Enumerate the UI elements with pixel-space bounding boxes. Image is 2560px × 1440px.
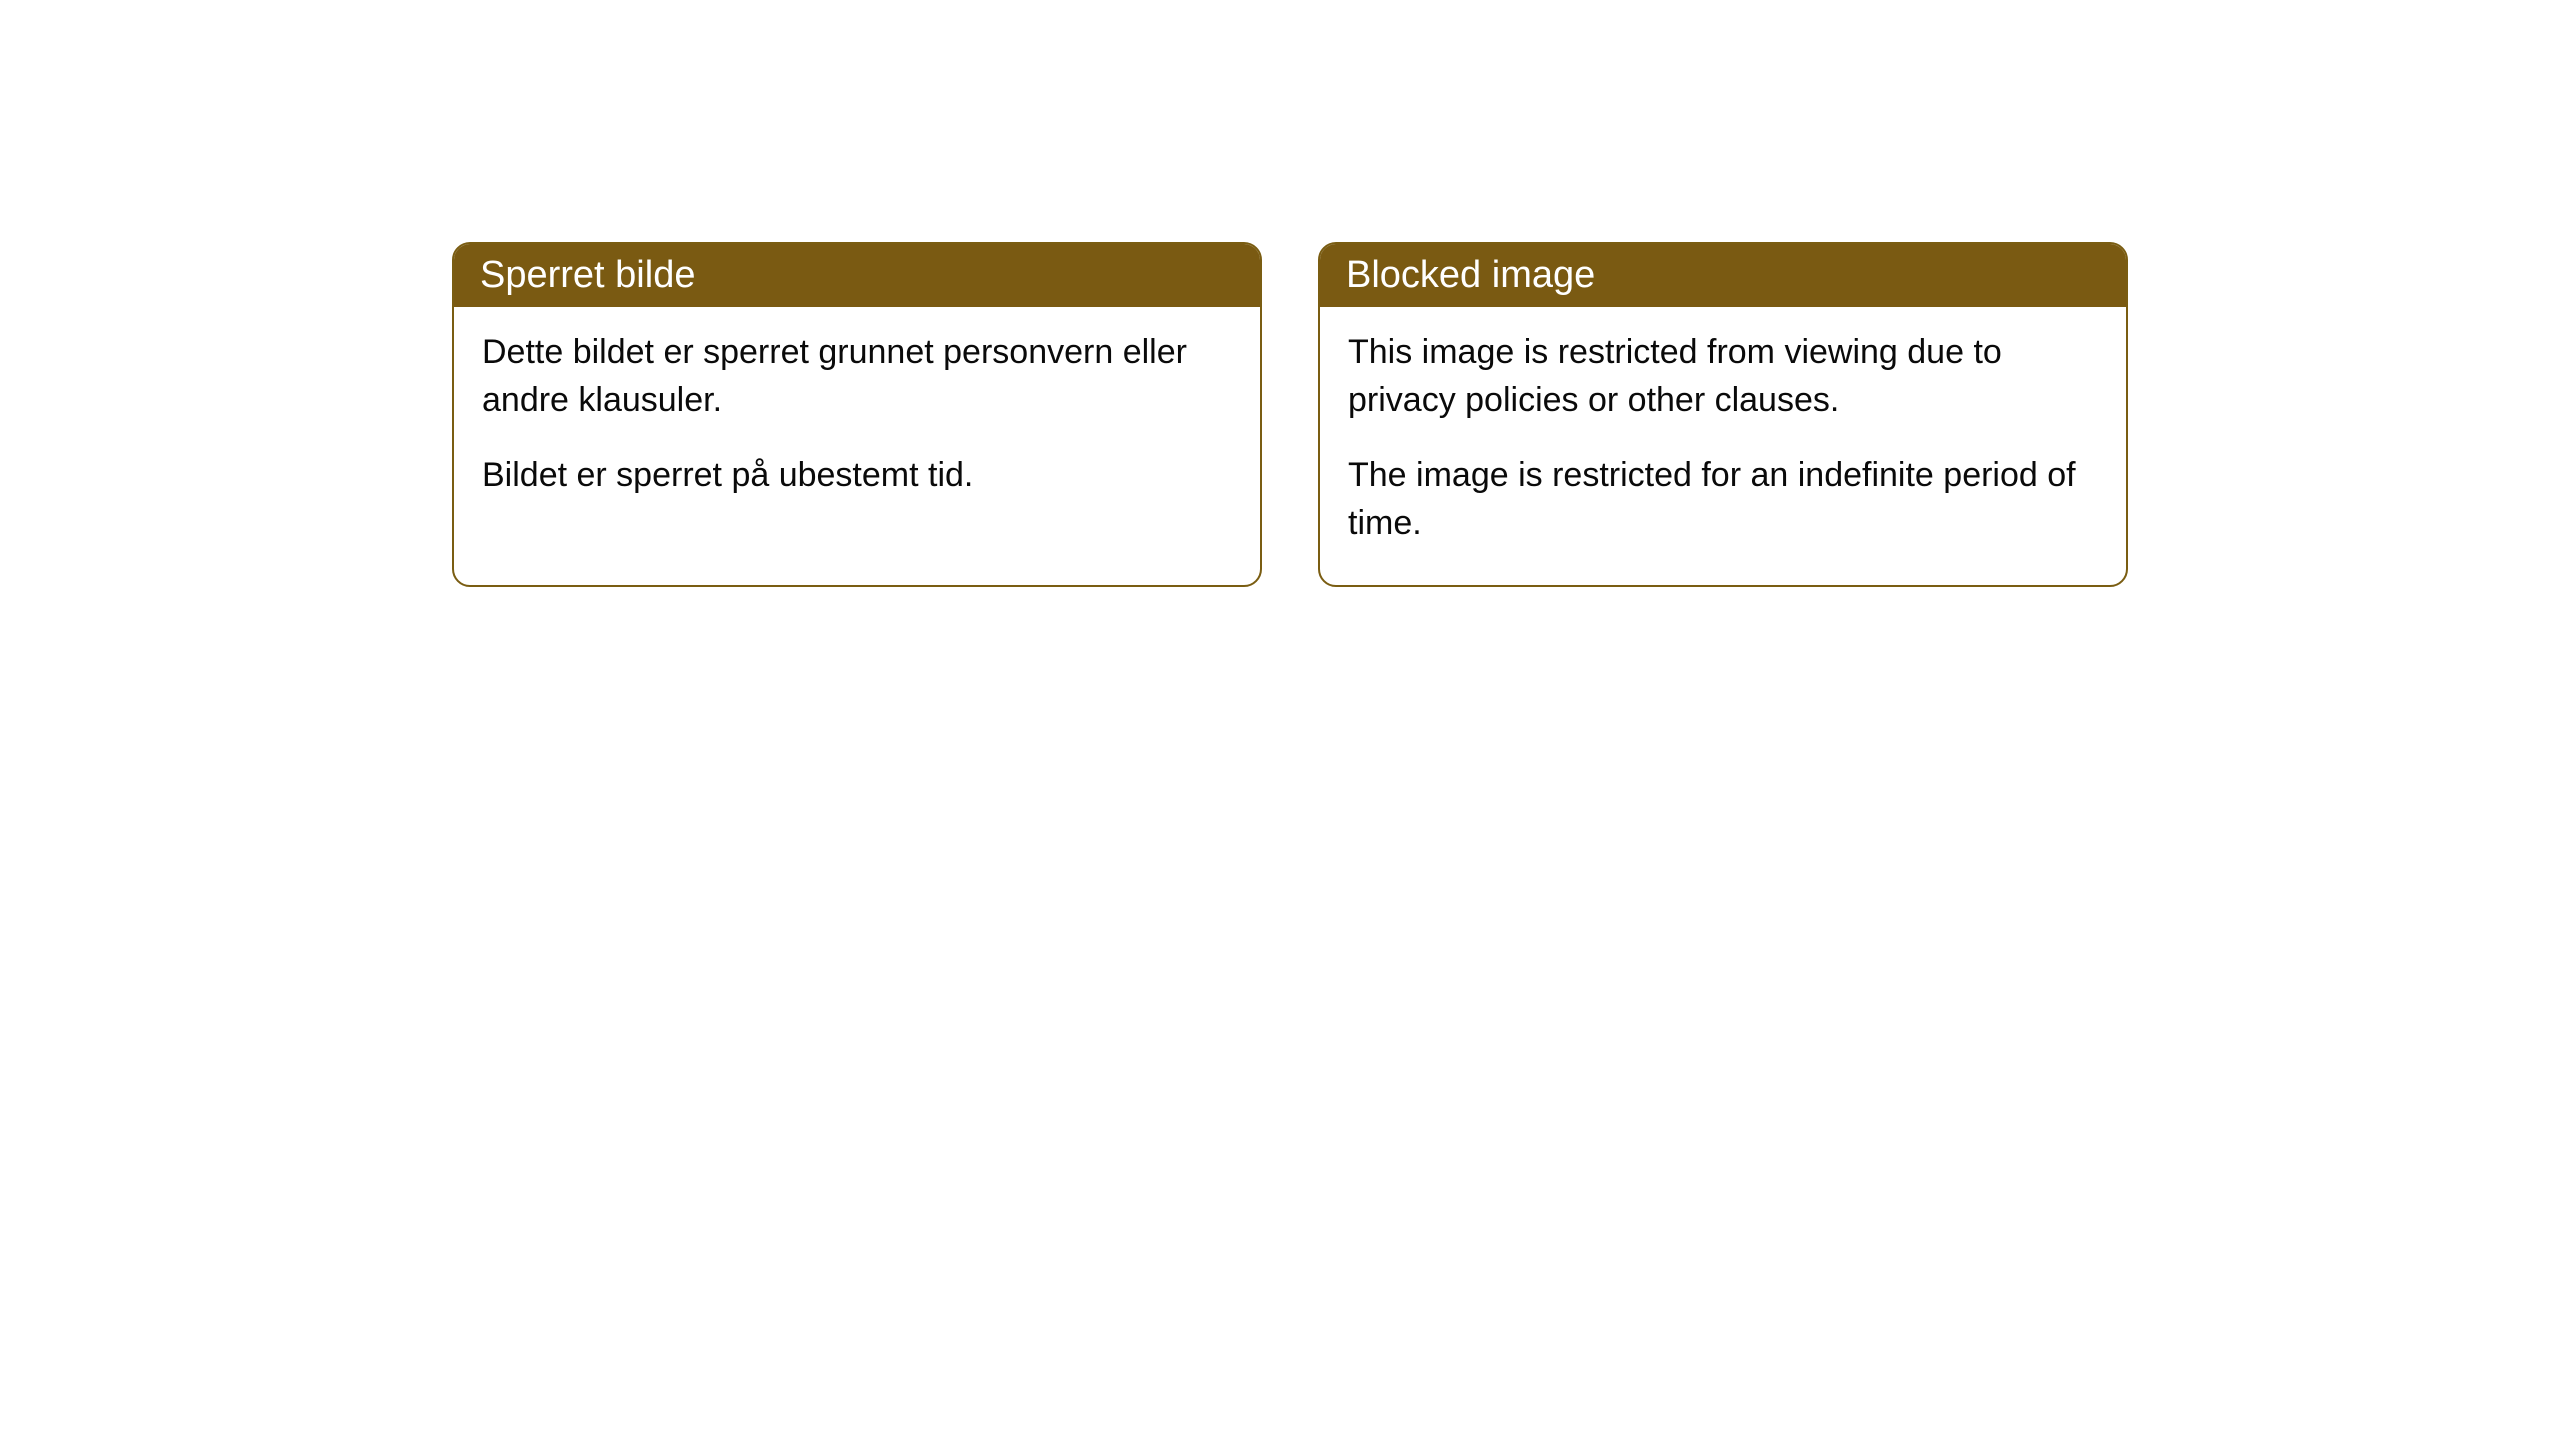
card-text-no-1: Dette bildet er sperret grunnet personve…	[482, 329, 1232, 424]
blocked-image-card-en: Blocked image This image is restricted f…	[1318, 242, 2128, 587]
card-text-no-2: Bildet er sperret på ubestemt tid.	[482, 452, 1232, 500]
blocked-image-card-no: Sperret bilde Dette bildet er sperret gr…	[452, 242, 1262, 587]
card-text-en-2: The image is restricted for an indefinit…	[1348, 452, 2098, 547]
card-title-no: Sperret bilde	[480, 254, 695, 296]
card-title-en: Blocked image	[1346, 254, 1595, 296]
card-header-no: Sperret bilde	[454, 244, 1260, 307]
cards-container: Sperret bilde Dette bildet er sperret gr…	[452, 242, 2128, 587]
card-text-en-1: This image is restricted from viewing du…	[1348, 329, 2098, 424]
card-body-en: This image is restricted from viewing du…	[1320, 307, 2126, 585]
card-header-en: Blocked image	[1320, 244, 2126, 307]
card-body-no: Dette bildet er sperret grunnet personve…	[454, 307, 1260, 538]
